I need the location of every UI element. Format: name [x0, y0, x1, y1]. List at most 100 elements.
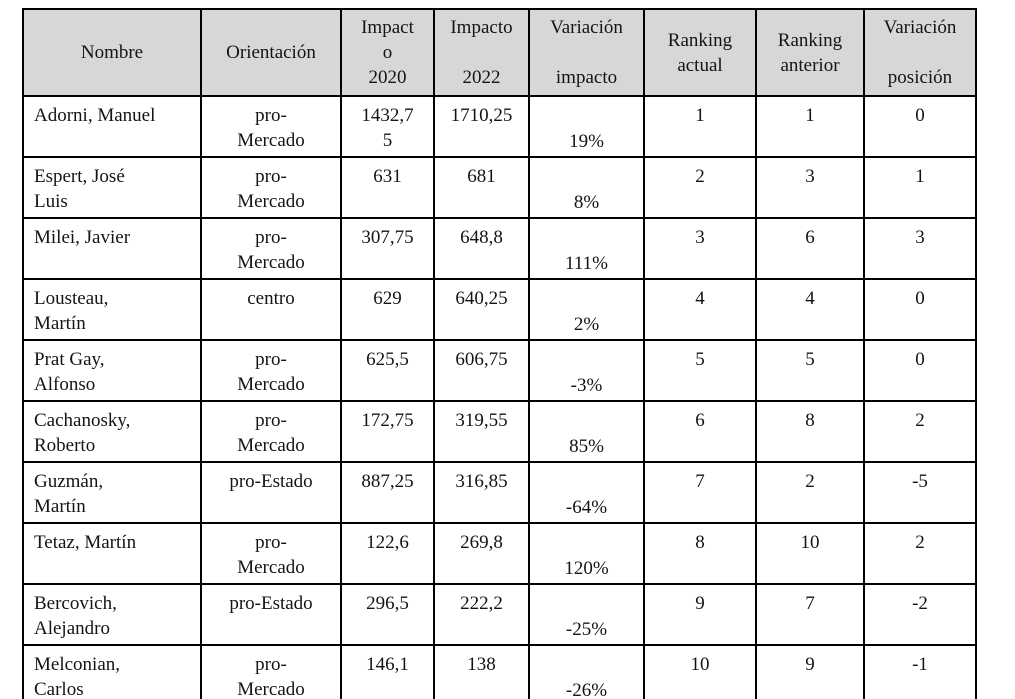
cell-impacto-2020: 307,75 [340, 217, 435, 280]
cell-nombre: Bercovich, Alejandro [22, 583, 202, 646]
cell-ranking-actual: 4 [643, 278, 757, 341]
table-row: Adorni, Manuel pro- Mercado 1432,7 5 1710,2… [22, 95, 977, 158]
table-row: Cachanosky, Roberto pro- Mercado 172,75 319… [22, 400, 977, 463]
table-row: Bercovich, Alejandro pro-Estado 296,5 222,2… [22, 583, 977, 646]
cell-variacion-posicion: 0 [863, 95, 977, 158]
cell-ranking-actual: 8 [643, 522, 757, 585]
cell-nombre: Adorni, Manuel [22, 95, 202, 158]
cell-impacto-2022: 648,8 [433, 217, 530, 280]
cell-ranking-anterior: 2 [755, 461, 865, 524]
cell-nombre: Guzmán, Martín [22, 461, 202, 524]
cell-variacion-impacto: -64% [528, 461, 645, 524]
cell-ranking-actual: 5 [643, 339, 757, 402]
cell-variacion-posicion: 0 [863, 278, 977, 341]
cell-impacto-2020: 629 [340, 278, 435, 341]
cell-variacion-posicion: 1 [863, 156, 977, 219]
cell-impacto-2022: 316,85 [433, 461, 530, 524]
cell-nombre: Prat Gay, Alfonso [22, 339, 202, 402]
cell-variacion-impacto: 111% [528, 217, 645, 280]
cell-impacto-2022: 269,8 [433, 522, 530, 585]
cell-ranking-anterior: 7 [755, 583, 865, 646]
cell-variacion-impacto: 120% [528, 522, 645, 585]
cell-orientacion: pro- Mercado [200, 644, 342, 699]
cell-impacto-2022: 640,25 [433, 278, 530, 341]
cell-variacion-impacto: -25% [528, 583, 645, 646]
cell-ranking-actual: 1 [643, 95, 757, 158]
column-header-ranking-actual: Ranking actual [643, 8, 757, 97]
cell-ranking-anterior: 3 [755, 156, 865, 219]
impact-ranking-table: Nombre Orientación Impact o 2020 Impacto… [22, 8, 977, 699]
cell-orientacion: pro- Mercado [200, 400, 342, 463]
cell-impacto-2022: 1710,25 [433, 95, 530, 158]
cell-impacto-2020: 146,1 [340, 644, 435, 699]
column-header-variacion-impacto: Variación impacto [528, 8, 645, 97]
cell-variacion-impacto: -26% [528, 644, 645, 699]
cell-variacion-posicion: 0 [863, 339, 977, 402]
table-row: Melconian, Carlos pro- Mercado 146,1 138 -26… [22, 644, 977, 699]
cell-ranking-anterior: 6 [755, 217, 865, 280]
cell-orientacion: pro- Mercado [200, 156, 342, 219]
cell-nombre: Tetaz, Martín [22, 522, 202, 585]
cell-ranking-anterior: 4 [755, 278, 865, 341]
table-row: Prat Gay, Alfonso pro- Mercado 625,5 606,75… [22, 339, 977, 402]
cell-impacto-2020: 122,6 [340, 522, 435, 585]
cell-variacion-posicion: 3 [863, 217, 977, 280]
cell-ranking-actual: 2 [643, 156, 757, 219]
cell-variacion-posicion: -2 [863, 583, 977, 646]
cell-ranking-actual: 3 [643, 217, 757, 280]
cell-variacion-impacto: -3% [528, 339, 645, 402]
cell-orientacion: pro- Mercado [200, 217, 342, 280]
table-header: Nombre Orientación Impact o 2020 Impacto… [22, 8, 977, 97]
cell-ranking-actual: 6 [643, 400, 757, 463]
cell-ranking-anterior: 5 [755, 339, 865, 402]
cell-nombre: Espert, José Luis [22, 156, 202, 219]
column-header-nombre: Nombre [22, 8, 202, 97]
cell-ranking-actual: 9 [643, 583, 757, 646]
cell-variacion-posicion: -1 [863, 644, 977, 699]
cell-variacion-impacto: 85% [528, 400, 645, 463]
column-header-impacto-2020: Impact o 2020 [340, 8, 435, 97]
column-header-impacto-2022: Impacto 2022 [433, 8, 530, 97]
column-header-ranking-anterior: Ranking anterior [755, 8, 865, 97]
table-body: Adorni, Manuel pro- Mercado 1432,7 5 1710,2… [22, 95, 977, 699]
cell-impacto-2020: 631 [340, 156, 435, 219]
cell-impacto-2022: 681 [433, 156, 530, 219]
table-row: Tetaz, Martín pro- Mercado 122,6 269,8 120% 8… [22, 522, 977, 585]
header-row: Nombre Orientación Impact o 2020 Impacto… [22, 8, 977, 97]
cell-impacto-2020: 296,5 [340, 583, 435, 646]
cell-variacion-impacto: 19% [528, 95, 645, 158]
cell-orientacion: pro- Mercado [200, 339, 342, 402]
cell-nombre: Lousteau, Martín [22, 278, 202, 341]
cell-ranking-anterior: 8 [755, 400, 865, 463]
cell-variacion-posicion: 2 [863, 400, 977, 463]
cell-nombre: Cachanosky, Roberto [22, 400, 202, 463]
cell-impacto-2020: 172,75 [340, 400, 435, 463]
table-row: Guzmán, Martín pro-Estado 887,25 316,85 -64%… [22, 461, 977, 524]
cell-nombre: Melconian, Carlos [22, 644, 202, 699]
cell-orientacion: pro-Estado [200, 461, 342, 524]
cell-impacto-2020: 625,5 [340, 339, 435, 402]
cell-impacto-2020: 1432,7 5 [340, 95, 435, 158]
cell-orientacion: pro- Mercado [200, 522, 342, 585]
cell-nombre: Milei, Javier [22, 217, 202, 280]
cell-impacto-2022: 319,55 [433, 400, 530, 463]
cell-impacto-2020: 887,25 [340, 461, 435, 524]
cell-orientacion: pro- Mercado [200, 95, 342, 158]
cell-ranking-anterior: 9 [755, 644, 865, 699]
cell-ranking-anterior: 1 [755, 95, 865, 158]
table-row: Lousteau, Martín centro 629 640,25 2% 4 4 0 [22, 278, 977, 341]
cell-variacion-posicion: 2 [863, 522, 977, 585]
table-row: Espert, José Luis pro- Mercado 631 681 8% 2 3 1 [22, 156, 977, 219]
column-header-orientacion: Orientación [200, 8, 342, 97]
cell-ranking-actual: 10 [643, 644, 757, 699]
cell-impacto-2022: 138 [433, 644, 530, 699]
cell-ranking-anterior: 10 [755, 522, 865, 585]
cell-ranking-actual: 7 [643, 461, 757, 524]
table-row: Milei, Javier pro- Mercado 307,75 648,8 111%… [22, 217, 977, 280]
cell-impacto-2022: 222,2 [433, 583, 530, 646]
cell-variacion-posicion: -5 [863, 461, 977, 524]
cell-variacion-impacto: 2% [528, 278, 645, 341]
cell-orientacion: pro-Estado [200, 583, 342, 646]
column-header-variacion-posicion: Variación posición [863, 8, 977, 97]
